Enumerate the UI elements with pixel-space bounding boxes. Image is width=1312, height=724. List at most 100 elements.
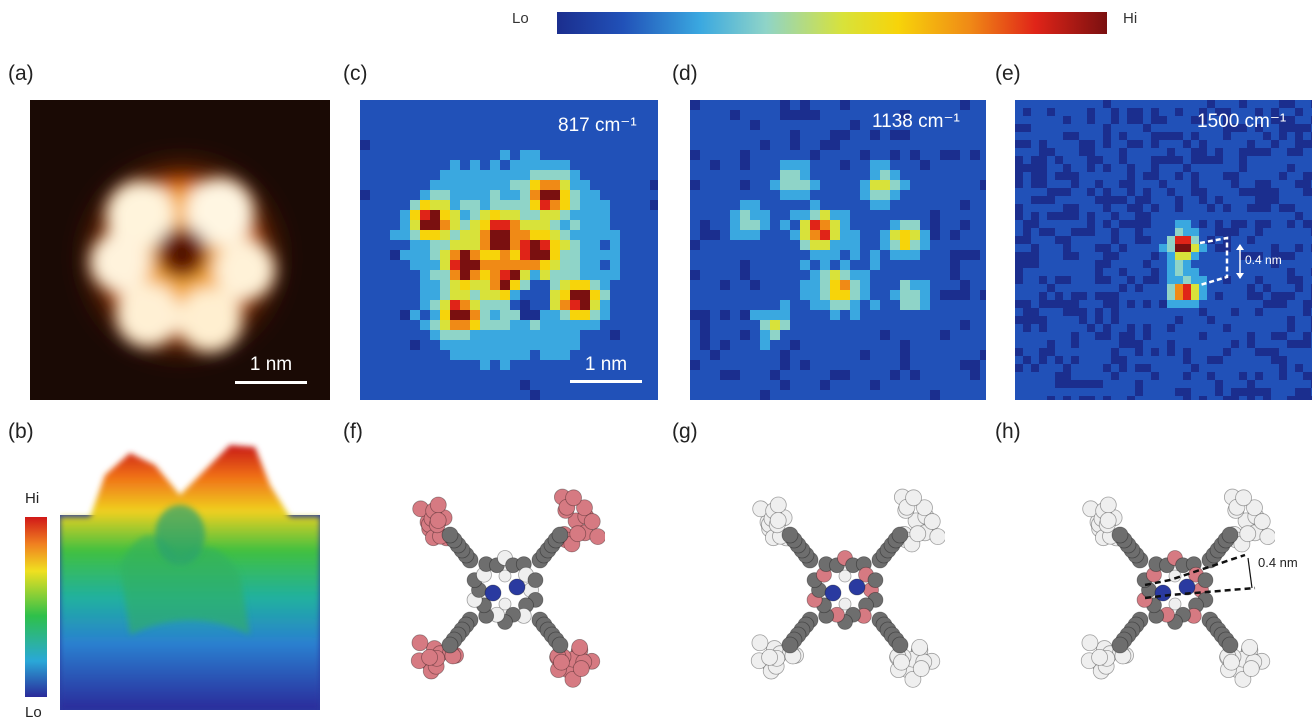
atom-sphere xyxy=(929,528,947,546)
map-pixel xyxy=(1191,172,1199,180)
map-pixel xyxy=(1295,212,1303,220)
map-pixel xyxy=(1207,292,1215,300)
map-pixel xyxy=(840,360,850,370)
map-pixel xyxy=(1023,276,1031,284)
map-pixel xyxy=(740,120,750,130)
map-pixel xyxy=(1135,348,1143,356)
map-pixel xyxy=(450,380,460,390)
map-pixel xyxy=(1135,132,1143,140)
map-pixel xyxy=(640,120,650,130)
map-pixel xyxy=(1159,388,1167,396)
map-pixel xyxy=(970,290,980,300)
map-pixel xyxy=(520,280,530,290)
map-pixel xyxy=(740,110,750,120)
map-pixel xyxy=(420,230,430,240)
map-pixel xyxy=(530,370,540,380)
map-pixel xyxy=(980,230,986,240)
map-pixel xyxy=(820,300,830,310)
map-pixel xyxy=(780,240,790,250)
map-pixel xyxy=(780,380,790,390)
map-pixel xyxy=(860,320,870,330)
map-pixel xyxy=(1143,244,1151,252)
map-pixel xyxy=(400,160,410,170)
map-pixel xyxy=(730,220,740,230)
map-pixel xyxy=(1263,116,1271,124)
panel-a-scalebar xyxy=(235,381,307,384)
map-pixel xyxy=(1167,364,1175,372)
map-pixel xyxy=(630,320,640,330)
map-pixel xyxy=(770,370,780,380)
map-pixel xyxy=(580,360,590,370)
map-pixel xyxy=(1223,140,1231,148)
map-pixel xyxy=(1047,364,1055,372)
map-pixel xyxy=(1223,164,1231,172)
panel-b-colorbar xyxy=(25,492,47,697)
map-pixel xyxy=(960,110,970,120)
map-pixel xyxy=(1047,324,1055,332)
map-pixel xyxy=(470,140,480,150)
map-pixel xyxy=(1079,372,1087,380)
map-pixel xyxy=(1095,236,1103,244)
map-pixel xyxy=(1055,268,1063,276)
atom-sphere xyxy=(923,513,941,530)
map-pixel xyxy=(500,260,510,270)
map-pixel xyxy=(750,210,760,220)
map-pixel xyxy=(960,200,970,210)
map-pixel xyxy=(1015,220,1023,228)
map-pixel xyxy=(1231,204,1239,212)
map-pixel xyxy=(570,270,580,280)
map-pixel xyxy=(1271,228,1279,236)
map-pixel xyxy=(1127,116,1135,124)
map-pixel xyxy=(360,160,370,170)
map-pixel xyxy=(420,340,430,350)
map-pixel xyxy=(700,300,710,310)
map-pixel xyxy=(810,200,820,210)
map-pixel xyxy=(1023,244,1031,252)
map-pixel xyxy=(710,300,720,310)
map-pixel xyxy=(540,160,550,170)
map-pixel xyxy=(530,260,540,270)
map-pixel xyxy=(790,340,800,350)
map-pixel xyxy=(1255,180,1263,188)
map-pixel xyxy=(980,330,986,340)
map-pixel xyxy=(550,140,560,150)
map-pixel xyxy=(380,100,390,110)
map-pixel xyxy=(510,120,520,130)
map-pixel xyxy=(920,100,930,110)
map-pixel xyxy=(910,100,920,110)
map-pixel xyxy=(1031,252,1039,260)
map-pixel xyxy=(1199,236,1207,244)
atom-sphere xyxy=(891,526,909,544)
map-pixel xyxy=(930,180,940,190)
map-pixel xyxy=(890,370,900,380)
map-pixel xyxy=(1135,196,1143,204)
map-pixel xyxy=(1247,396,1255,400)
map-pixel xyxy=(390,140,400,150)
map-pixel xyxy=(560,310,570,320)
map-pixel xyxy=(590,180,600,190)
map-pixel xyxy=(640,290,650,300)
map-pixel xyxy=(1255,396,1263,400)
map-pixel xyxy=(480,380,490,390)
map-pixel xyxy=(480,300,490,310)
map-pixel xyxy=(920,190,930,200)
map-pixel xyxy=(730,200,740,210)
map-pixel xyxy=(770,390,780,400)
map-pixel xyxy=(1071,148,1079,156)
map-pixel xyxy=(750,260,760,270)
map-pixel xyxy=(490,170,500,180)
map-pixel xyxy=(890,130,900,140)
map-pixel xyxy=(1279,268,1287,276)
map-pixel xyxy=(1103,356,1111,364)
map-pixel xyxy=(580,190,590,200)
map-pixel xyxy=(650,310,658,320)
map-pixel xyxy=(410,360,420,370)
map-pixel xyxy=(980,140,986,150)
map-pixel xyxy=(790,150,800,160)
map-pixel xyxy=(600,190,610,200)
map-pixel xyxy=(480,150,490,160)
map-pixel xyxy=(820,210,830,220)
map-pixel xyxy=(850,310,860,320)
map-pixel xyxy=(560,100,570,110)
map-pixel xyxy=(1175,332,1183,340)
